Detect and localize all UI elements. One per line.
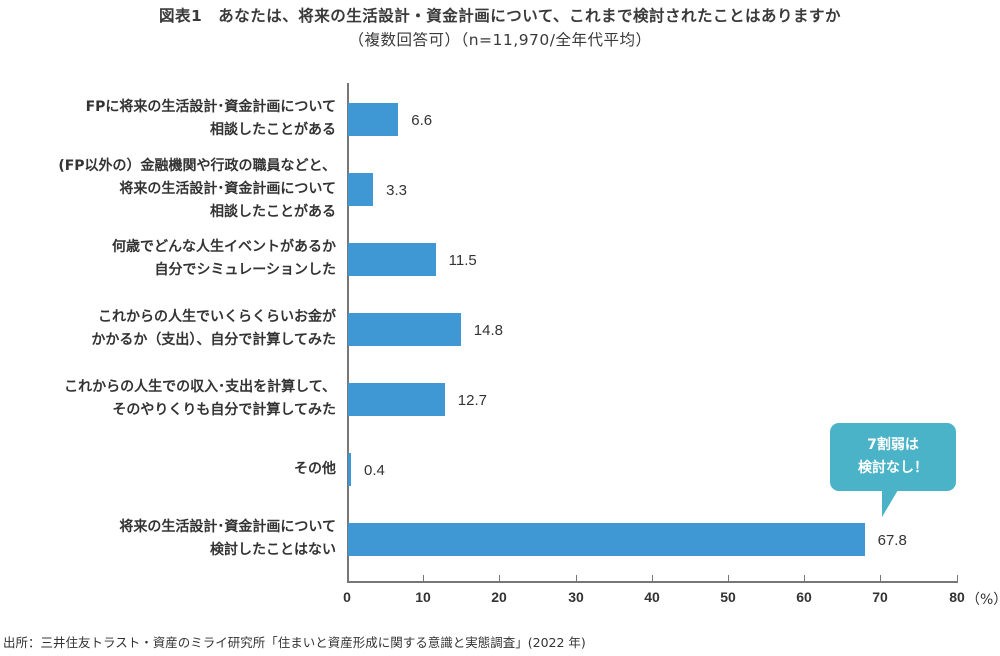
category-label: これからの人生での収入･支出を計算して、そのやりくりも自分で計算してみた xyxy=(64,376,336,422)
chart-title: 図表1 あなたは、将来の生活設計・資金計画について、これまで検討されたことはあり… xyxy=(158,7,842,25)
x-tick xyxy=(957,575,958,582)
category-label-line: そのやりくりも自分で計算してみた xyxy=(112,402,336,418)
bar-value-label: 67.8 xyxy=(877,532,907,549)
category-label-line: 将来の生活設計･資金計画について xyxy=(119,519,336,535)
category-label-line: FPに将来の生活設計･資金計画について xyxy=(85,99,336,115)
category-label-line: 何歳でどんな人生イベントがあるか xyxy=(112,239,336,255)
x-tick xyxy=(652,575,653,582)
x-tick xyxy=(499,575,500,582)
bar xyxy=(348,173,374,206)
category-label: 将来の生活設計･資金計画について検討したことはない xyxy=(119,516,336,562)
category-label: FPに将来の生活設計･資金計画について相談したことがある xyxy=(86,96,336,142)
category-label: 何歳でどんな人生イベントがあるか自分でシミュレーションした xyxy=(112,236,336,282)
bar xyxy=(348,313,461,346)
bar-value-label: 14.8 xyxy=(473,322,503,339)
bar xyxy=(348,103,399,136)
category-label-line: (FP以外の）金融機関や行政の職員などと、 xyxy=(58,157,336,174)
x-tick xyxy=(423,575,424,582)
x-tick-label: 20 xyxy=(491,589,507,605)
category-label-line: 自分でシミュレーションした xyxy=(154,262,336,278)
x-axis-unit: （%） xyxy=(966,592,1000,608)
x-tick xyxy=(347,575,348,582)
category-label: (FP以外の）金融機関や行政の職員などと、将来の生活設計･資金計画について相談し… xyxy=(58,155,336,224)
category-label-line: かかるか（支出）、自分で計算してみた xyxy=(91,332,336,348)
bar xyxy=(348,383,445,416)
bar-value-label: 6.6 xyxy=(411,112,433,129)
bar xyxy=(348,523,865,556)
x-tick xyxy=(576,575,577,582)
x-tick-label: 0 xyxy=(343,589,351,605)
x-tick xyxy=(728,575,729,582)
bar-value-label: 3.3 xyxy=(386,182,407,199)
category-label-line: 将来の生活設計･資金計画について xyxy=(119,180,336,197)
x-tick-label: 70 xyxy=(872,589,888,605)
x-tick-label: 10 xyxy=(415,589,431,605)
source-note: 出所：三井住友トラスト・資産のミライ研究所「住まいと資産形成に関する意識と実態調… xyxy=(3,635,586,650)
x-tick xyxy=(880,575,881,582)
x-tick-label: 80 xyxy=(949,589,965,605)
chart-subtitle: （複数回答可）（n=11,970/全年代平均） xyxy=(348,31,652,49)
x-tick-label: 60 xyxy=(796,589,812,605)
category-label-line: その他 xyxy=(294,460,336,477)
x-tick xyxy=(804,575,805,582)
x-tick-label: 30 xyxy=(568,589,584,605)
x-tick-label: 50 xyxy=(720,589,736,605)
category-label-line: 検討したことはない xyxy=(210,542,336,558)
category-label-line: これからの人生での収入･支出を計算して、 xyxy=(64,379,336,395)
category-label: その他 xyxy=(294,458,336,481)
bar-value-label: 0.4 xyxy=(364,462,385,479)
category-label-line: 相談したことがある xyxy=(210,122,336,138)
category-label-line: これからの人生でいくらくらいお金が xyxy=(98,309,336,325)
annotation-line-1: 7割弱は xyxy=(867,437,919,453)
x-axis-line xyxy=(347,581,958,583)
bar xyxy=(348,453,352,486)
category-label: これからの人生でいくらくらいお金がかかるか（支出）、自分で計算してみた xyxy=(91,306,336,352)
annotation-bubble-tail xyxy=(882,490,898,517)
bar-value-label: 12.7 xyxy=(457,392,487,409)
annotation-line-2: 検討なし！ xyxy=(858,460,928,476)
category-label-line: 相談したことがある xyxy=(210,203,336,220)
bar xyxy=(348,243,436,276)
bar-value-label: 11.5 xyxy=(448,252,477,269)
x-tick-label: 40 xyxy=(644,589,660,605)
annotation-bubble: 7割弱は 検討なし！ xyxy=(830,423,956,491)
